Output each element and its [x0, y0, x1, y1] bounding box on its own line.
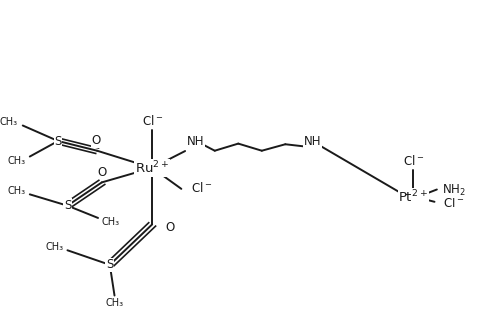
Text: Pt$^{2+}$: Pt$^{2+}$ [398, 189, 428, 205]
Text: CH₃: CH₃ [45, 242, 63, 252]
Text: O: O [92, 134, 101, 147]
Text: CH₃: CH₃ [105, 298, 123, 308]
Text: CH₃: CH₃ [7, 186, 25, 196]
Text: Cl$^-$: Cl$^-$ [142, 114, 163, 128]
Text: CH₃: CH₃ [7, 156, 25, 166]
Text: NH$_2$: NH$_2$ [442, 183, 466, 198]
Text: CH₃: CH₃ [102, 217, 120, 227]
Text: S: S [64, 199, 71, 212]
Text: CH₃: CH₃ [0, 117, 18, 126]
Text: Cl$^-$: Cl$^-$ [191, 181, 212, 195]
Text: S: S [106, 258, 114, 271]
Text: O: O [166, 221, 174, 234]
Text: S: S [54, 135, 62, 148]
Text: O: O [97, 166, 106, 179]
Text: NH: NH [304, 135, 321, 148]
Text: NH: NH [187, 136, 205, 148]
Text: Cl$^-$: Cl$^-$ [403, 154, 424, 168]
Text: Cl$^-$: Cl$^-$ [442, 196, 464, 210]
Text: Ru$^{2+}$: Ru$^{2+}$ [135, 159, 169, 176]
